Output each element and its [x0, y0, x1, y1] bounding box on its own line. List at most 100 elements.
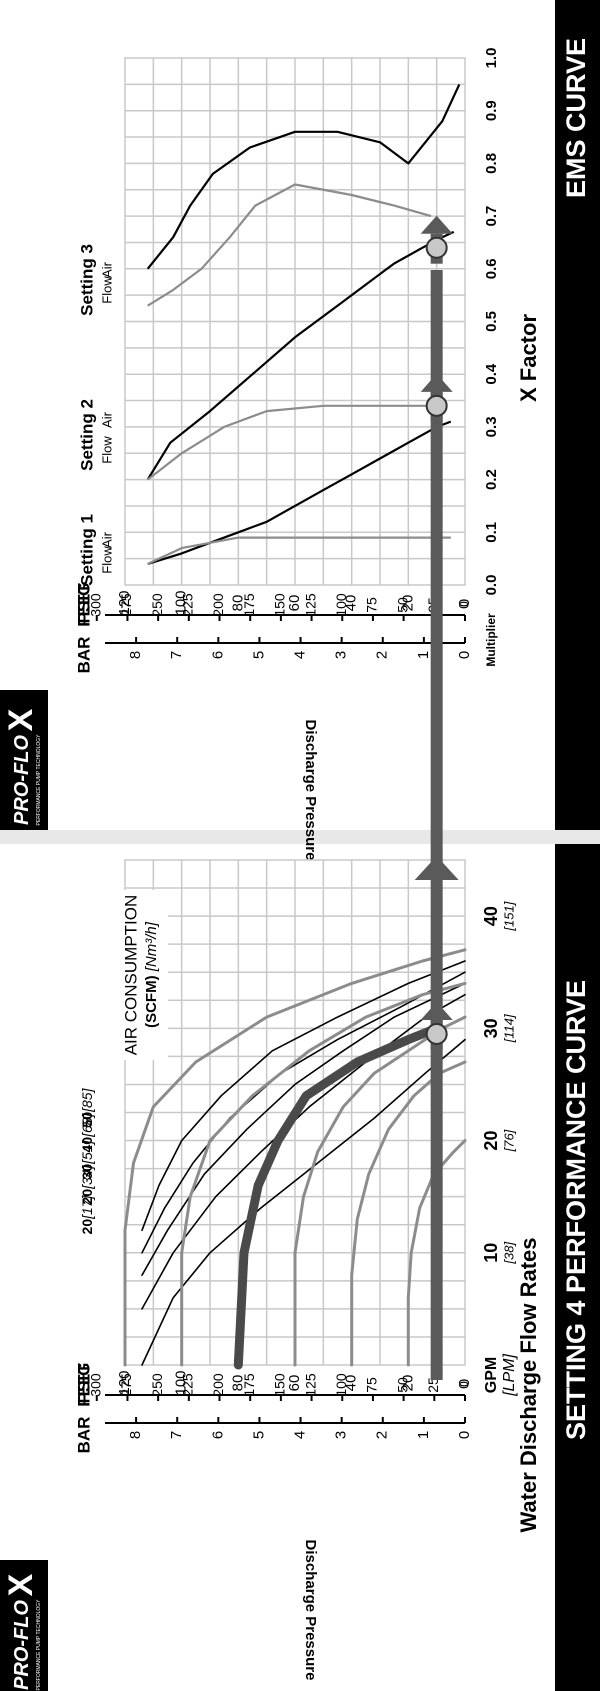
- setting-air-label: Air: [99, 411, 114, 428]
- flow-lpm-tick-label: [114]: [501, 1014, 516, 1043]
- setting-box: [78, 255, 123, 305]
- feet-tick-label: 50: [394, 1377, 410, 1393]
- multiplier-tick-label: 0.7: [483, 206, 500, 227]
- feet-tick-label: 100: [333, 1373, 349, 1397]
- feet-tick-label: 25: [425, 1377, 441, 1393]
- multiplier-tick-label: 0.1: [483, 522, 500, 543]
- ems-curve-title: EMS CURVE: [561, 38, 591, 198]
- air-consumption-line1: AIR CONSUMPTION: [121, 895, 140, 1056]
- lpm-label: [LPM]: [501, 1354, 518, 1397]
- bar-label: BAR: [74, 637, 93, 674]
- feet-tick-label: 225: [180, 593, 196, 617]
- flow-tick-label: 20: [481, 1131, 501, 1151]
- feet-tick-label: 250: [149, 1373, 165, 1397]
- setting-label: Setting 1: [77, 514, 96, 586]
- operating-point-marker: [425, 1022, 448, 1045]
- multiplier-tick-label: 0.9: [483, 100, 500, 121]
- feet-tick-label: 275: [118, 593, 134, 617]
- psig-tick-label: 0: [456, 1379, 473, 1387]
- logo-text: PRO-FLO: [11, 1600, 33, 1690]
- bar-tick-label: 6: [209, 651, 226, 659]
- feet-tick-label: 300: [87, 593, 103, 617]
- psig-tick-label: 100: [173, 590, 190, 615]
- psig-tick-label: 60: [286, 1375, 303, 1392]
- scfm-labels: 20[17]20[34]30[51]40[68]50[85]: [79, 1087, 95, 1234]
- setting-flow-label: Flow: [99, 436, 114, 464]
- multiplier-tick-label: 0.5: [483, 311, 500, 332]
- feet-tick-label: 75: [364, 597, 380, 613]
- logo-tagline: PERFORMANCE PUMP TECHNOLOGY: [36, 1599, 42, 1691]
- ems-grid: [124, 57, 466, 586]
- multiplier-tick-label: 0.2: [483, 469, 500, 490]
- feet-label: FEET: [74, 583, 93, 627]
- bar-tick-label: 4: [292, 651, 309, 659]
- feet-tick-label: 225: [180, 1373, 196, 1397]
- bar-tick-label: 2: [374, 1431, 391, 1439]
- flow-tick-label: 40: [481, 906, 501, 926]
- psig-tick-label: 80: [229, 1375, 246, 1392]
- feet-tick-label: 150: [272, 1373, 288, 1397]
- ems-series-line: [147, 183, 432, 307]
- air-consumption-box: [110, 890, 168, 1060]
- setting4-series-line: [123, 948, 467, 1367]
- bar-tick-label: 8: [127, 1431, 144, 1439]
- scfm-label: 50[85]: [79, 1087, 95, 1127]
- psig-label: PSIG: [74, 1363, 93, 1404]
- psig-tick-label: 120: [116, 590, 133, 615]
- bar-label: BAR: [74, 1417, 93, 1454]
- scfm-label: 40[68]: [79, 1112, 95, 1152]
- feet-tick-label: 150: [272, 593, 288, 617]
- bar-tick-label: 7: [168, 1431, 185, 1439]
- bar-tick-label: 3: [333, 651, 350, 659]
- setting4-series-line: [141, 982, 466, 1276]
- bottom-logo-band: [0, 1560, 48, 1691]
- feet-tick-label: 0: [456, 601, 472, 609]
- psig-label: PSIG: [74, 583, 93, 624]
- feet-label: FEET: [74, 1363, 93, 1407]
- multiplier-tick-label: 1.0: [483, 48, 500, 69]
- setting4-series-line: [233, 1023, 442, 1370]
- logo-x-icon: X: [2, 708, 40, 731]
- top-logo: PRO-FLO X PERFORMANCE PUMP TECHNOLOGY: [2, 708, 42, 825]
- marker-chevron: [420, 373, 453, 392]
- multiplier-tick-label: 0.4: [483, 363, 500, 385]
- bar-tick-label: 5: [250, 1431, 267, 1439]
- reading-arrow-shaft: [430, 270, 443, 1380]
- bar-tick-label: 3: [333, 1431, 350, 1439]
- bar-tick-label: 1: [415, 651, 432, 659]
- flow-rates-title: Water Discharge Flow Rates: [516, 1237, 541, 1532]
- logo-text: PRO-FLO: [11, 735, 33, 825]
- setting4-series-line: [141, 971, 466, 1254]
- flow-lpm-tick-label: [38]: [501, 1242, 516, 1265]
- flow-tick-label: 10: [481, 1243, 501, 1263]
- feet-tick-label: 250: [149, 593, 165, 617]
- setting4-series: [123, 948, 467, 1370]
- multiplier-tick-label: 0.6: [483, 258, 500, 279]
- setting4-series-line: [180, 981, 467, 1367]
- setting4-title: SETTING 4 PERFORMANCE CURVE: [561, 980, 591, 1440]
- feet-tick-label: 275: [118, 1373, 134, 1397]
- reading-arrow: [414, 215, 459, 1380]
- psig-tick-label: 20: [399, 1375, 416, 1392]
- multiplier-label: Multiplier: [484, 613, 498, 667]
- top-logo-band: [0, 690, 48, 830]
- discharge-pressure-title: Discharge Pressure: [302, 1540, 319, 1681]
- setting4-series-line: [141, 960, 466, 1232]
- bar-tick-label: 1: [415, 1431, 432, 1439]
- setting-label: Setting 3: [77, 244, 96, 316]
- bar-tick-label: 5: [250, 651, 267, 659]
- feet-tick-label: 125: [302, 593, 318, 617]
- feet-tick-label: 175: [241, 593, 257, 617]
- ems-series-line: [147, 536, 451, 565]
- feet-tick-label: 50: [394, 597, 410, 613]
- psig-tick-label: 20: [399, 595, 416, 612]
- feet-tick-label: 200: [210, 1373, 226, 1397]
- psig-tick-label: 80: [229, 595, 246, 612]
- ems-series: [146, 83, 461, 565]
- ems-series-line: [147, 404, 437, 481]
- marker-chevron: [420, 215, 453, 234]
- setting4-series-line: [406, 1139, 467, 1367]
- x-factor-title: X Factor: [516, 314, 541, 402]
